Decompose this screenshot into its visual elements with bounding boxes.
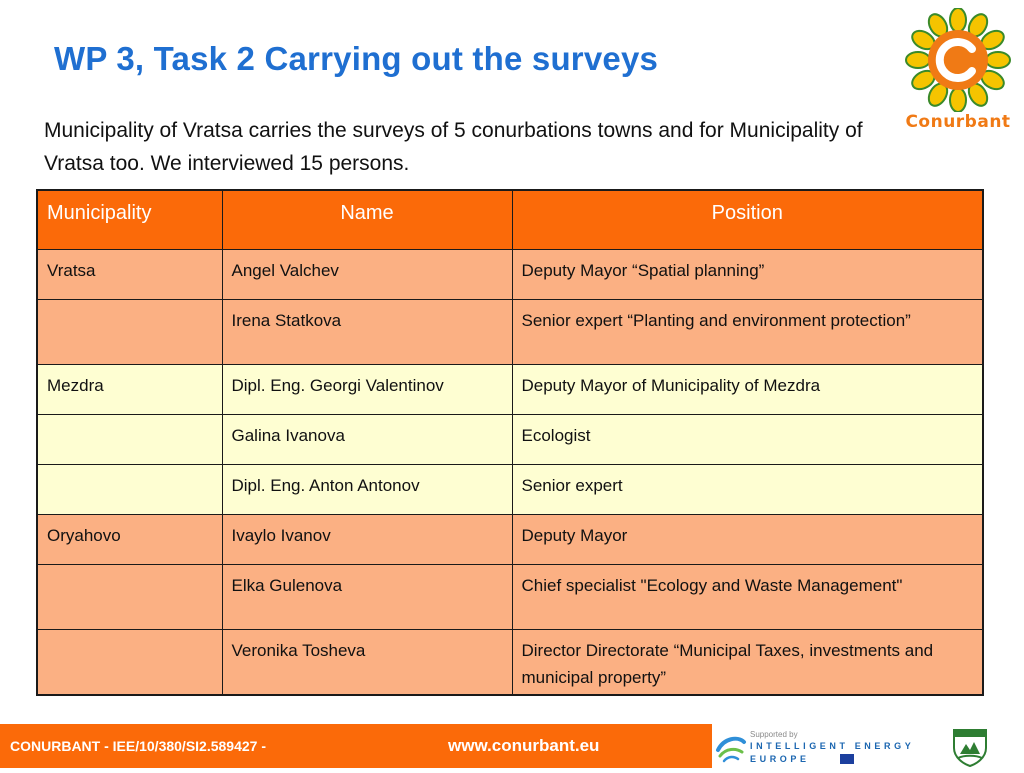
cell-municipality	[36, 464, 223, 515]
cell-position: Deputy Mayor	[511, 514, 984, 565]
cell-name: Irena Statkova	[221, 299, 513, 365]
column-header-municipality: Municipality	[36, 189, 223, 250]
table-row: Oryahovo Ivaylo Ivanov Deputy Mayor	[36, 514, 984, 565]
table-row: Elka Gulenova Chief specialist "Ecology …	[36, 564, 984, 630]
table-header-row: Municipality Name Position	[36, 189, 984, 250]
cell-municipality: Oryahovo	[36, 514, 223, 565]
intro-paragraph: Municipality of Vratsa carries the surve…	[44, 119, 863, 175]
conurbant-logo: Conurbant	[896, 8, 1020, 138]
cell-position: Chief specialist "Ecology and Waste Mana…	[511, 564, 984, 630]
cell-municipality	[36, 564, 223, 630]
iee-supported-by: Supported by	[750, 730, 798, 739]
iee-line-1: INTELLIGENT ENERGY	[750, 741, 915, 751]
cell-name: Veronika Tosheva	[221, 629, 513, 696]
cell-name: Galina Ivanova	[221, 414, 513, 465]
cell-municipality	[36, 299, 223, 365]
table-row: Veronika Tosheva Director Directorate “M…	[36, 629, 984, 696]
footer-project-code: CONURBANT - IEE/10/380/SI2.589427 -	[10, 738, 266, 754]
crest-icon	[953, 729, 987, 768]
cell-municipality	[36, 414, 223, 465]
footer-website-link[interactable]: www.conurbant.eu	[448, 736, 600, 755]
table-row: Irena Statkova Senior expert “Planting a…	[36, 299, 984, 365]
cell-position: Deputy Mayor “Spatial planning”	[511, 249, 984, 300]
logo-wordmark: Conurbant	[905, 112, 1011, 132]
sun-flower-logo-icon	[905, 8, 1011, 112]
survey-table: Municipality Name Position Vratsa Angel …	[36, 189, 984, 696]
eu-flag-icon	[840, 754, 854, 764]
cell-position: Ecologist	[511, 414, 984, 465]
cell-municipality: Mezdra	[36, 364, 223, 415]
footer-bar	[0, 724, 712, 768]
cell-position: Senior expert “Planting and environment …	[511, 299, 984, 365]
column-header-position: Position	[511, 189, 984, 250]
cell-name: Elka Gulenova	[221, 564, 513, 630]
table-row: Galina Ivanova Ecologist	[36, 414, 984, 465]
cell-name: Angel Valchev	[221, 249, 513, 300]
cell-name: Ivaylo Ivanov	[221, 514, 513, 565]
cell-name: Dipl. Eng. Anton Antonov	[221, 464, 513, 515]
intelligent-energy-europe-logo: Supported by INTELLIGENT ENERGY EUROPE	[714, 728, 934, 768]
column-header-name: Name	[221, 189, 513, 250]
cell-position: Director Directorate “Municipal Taxes, i…	[511, 629, 984, 696]
table-row: Vratsa Angel Valchev Deputy Mayor “Spati…	[36, 249, 984, 300]
cell-municipality: Vratsa	[36, 249, 223, 300]
slide-title: WP 3, Task 2 Carrying out the surveys	[54, 40, 659, 77]
cell-municipality	[36, 629, 223, 696]
table-row: Mezdra Dipl. Eng. Georgi Valentinov Depu…	[36, 364, 984, 415]
municipality-crest-logo	[948, 724, 992, 768]
cell-position: Deputy Mayor of Municipality of Mezdra	[511, 364, 984, 415]
iee-line-2: EUROPE	[750, 754, 810, 764]
table-row: Dipl. Eng. Anton Antonov Senior expert	[36, 464, 984, 515]
cell-name: Dipl. Eng. Georgi Valentinov	[221, 364, 513, 415]
cell-position: Senior expert	[511, 464, 984, 515]
iee-swirl-icon	[716, 736, 746, 763]
